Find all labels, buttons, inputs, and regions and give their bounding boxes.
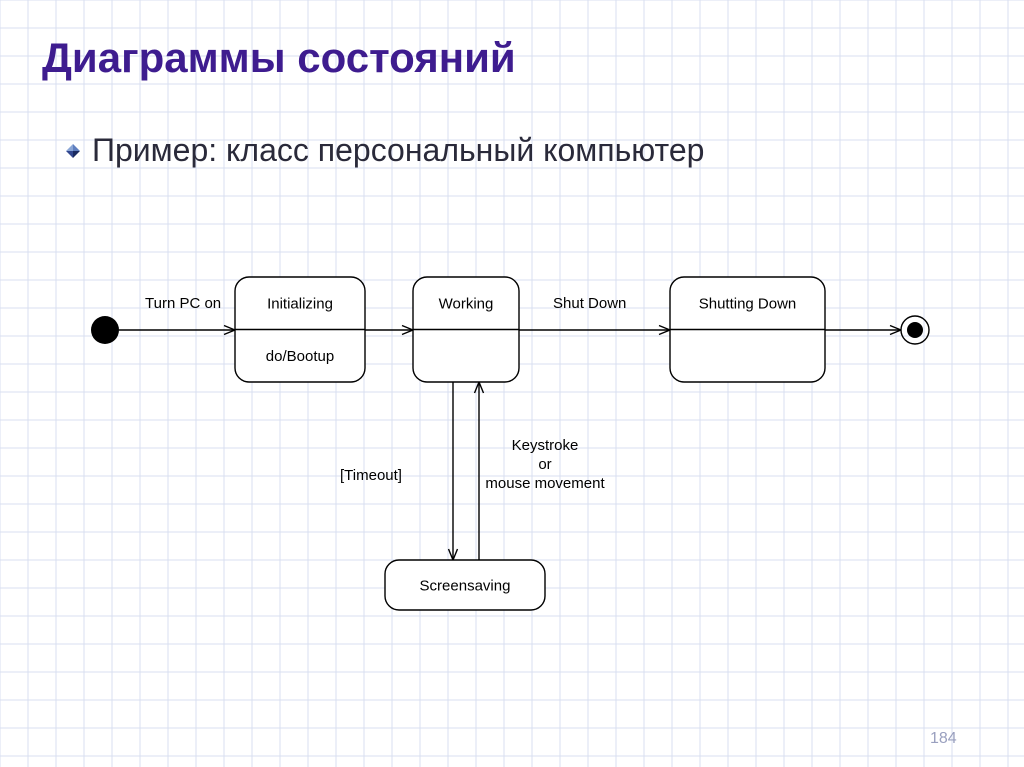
slide: Диаграммы состояний Пример: класс персон… — [0, 0, 1024, 767]
svg-text:Initializing: Initializing — [267, 296, 333, 313]
diamond-bullet-icon — [66, 144, 80, 158]
bullet-text: Пример: класс персональный компьютер — [92, 130, 704, 170]
state-diagram: Turn PC on Shut Down [Timeout] Keystroke or m… — [75, 260, 965, 630]
svg-text:[Timeout]: [Timeout] — [340, 467, 402, 484]
svg-text:or: or — [538, 456, 551, 473]
svg-text:Keystroke: Keystroke — [512, 437, 579, 454]
svg-text:Turn PC on: Turn PC on — [145, 295, 221, 312]
slide-title: Диаграммы состояний — [42, 34, 516, 82]
page-number: 184 — [930, 730, 957, 748]
svg-text:mouse movement: mouse movement — [485, 475, 605, 492]
svg-text:Shut Down: Shut Down — [553, 295, 626, 312]
svg-text:Shutting Down: Shutting Down — [699, 296, 797, 313]
svg-text:Screensaving: Screensaving — [420, 577, 511, 594]
svg-text:Working: Working — [439, 296, 494, 313]
bullet-row: Пример: класс персональный компьютер — [66, 130, 704, 170]
svg-text:do/Bootup: do/Bootup — [266, 348, 334, 365]
slide-content: Диаграммы состояний Пример: класс персон… — [0, 0, 1024, 767]
